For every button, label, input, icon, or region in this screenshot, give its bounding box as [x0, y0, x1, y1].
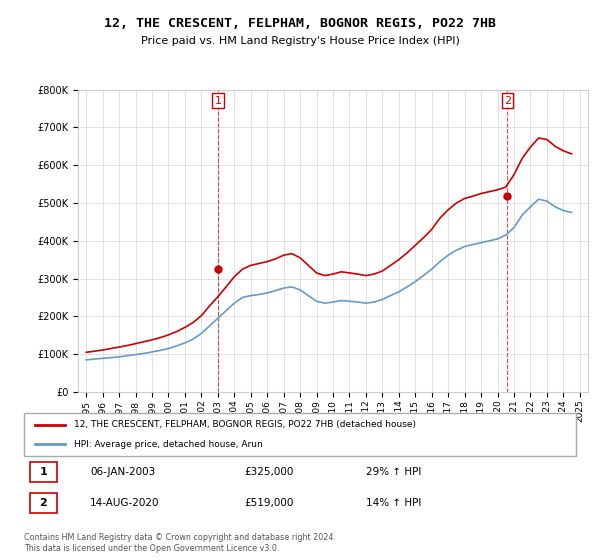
Text: 2: 2 [40, 498, 47, 508]
Text: £325,000: £325,000 [245, 467, 294, 477]
Text: 12, THE CRESCENT, FELPHAM, BOGNOR REGIS, PO22 7HB: 12, THE CRESCENT, FELPHAM, BOGNOR REGIS,… [104, 17, 496, 30]
Text: 2: 2 [504, 96, 511, 106]
Text: 12, THE CRESCENT, FELPHAM, BOGNOR REGIS, PO22 7HB (detached house): 12, THE CRESCENT, FELPHAM, BOGNOR REGIS,… [74, 420, 416, 429]
Text: Contains HM Land Registry data © Crown copyright and database right 2024.
This d: Contains HM Land Registry data © Crown c… [24, 533, 336, 553]
Text: HPI: Average price, detached house, Arun: HPI: Average price, detached house, Arun [74, 440, 262, 449]
Text: 14% ↑ HPI: 14% ↑ HPI [366, 498, 422, 508]
Text: 29% ↑ HPI: 29% ↑ HPI [366, 467, 422, 477]
Text: £519,000: £519,000 [245, 498, 294, 508]
Bar [29, 462, 57, 482]
Text: 1: 1 [40, 467, 47, 477]
Bar [29, 493, 57, 514]
Text: Price paid vs. HM Land Registry's House Price Index (HPI): Price paid vs. HM Land Registry's House … [140, 36, 460, 46]
Text: 14-AUG-2020: 14-AUG-2020 [90, 498, 160, 508]
Text: 1: 1 [214, 96, 221, 106]
Text: 06-JAN-2003: 06-JAN-2003 [90, 467, 155, 477]
